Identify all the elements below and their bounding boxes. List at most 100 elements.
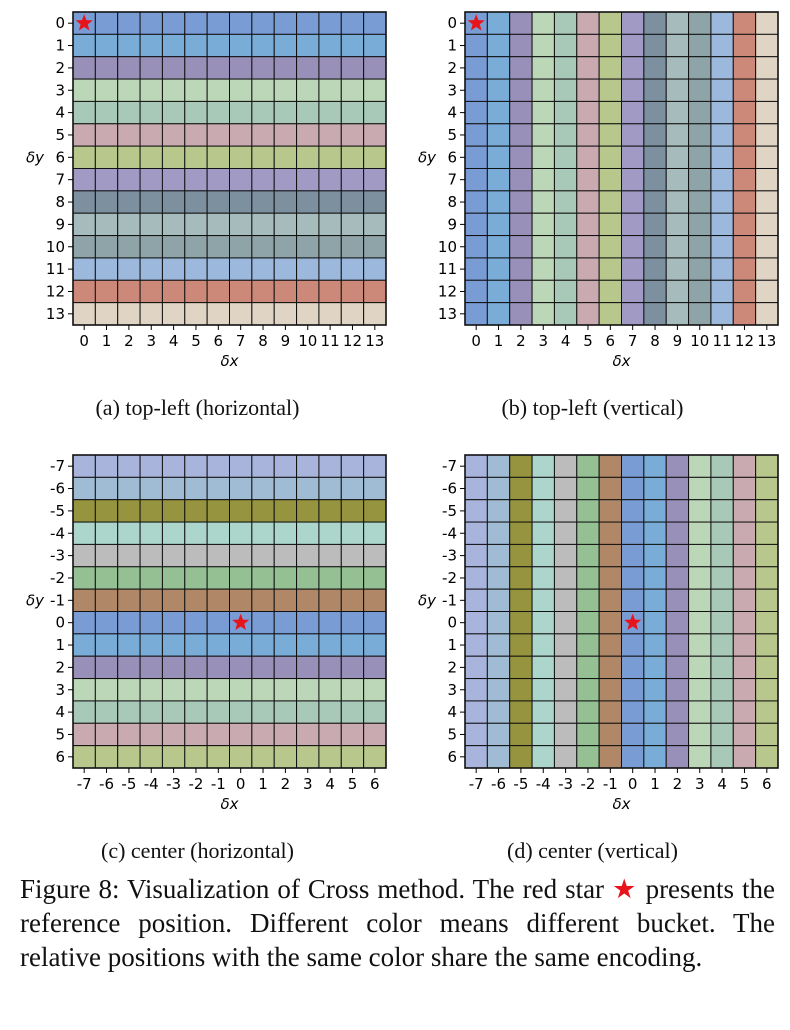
y-tick-label: 6 bbox=[447, 748, 457, 766]
heatmap-cell bbox=[486, 190, 511, 214]
heatmap-cell bbox=[598, 302, 623, 326]
heatmap-cell bbox=[363, 123, 387, 147]
heatmap-cell bbox=[161, 279, 186, 304]
y-tick-label: -3 bbox=[442, 547, 457, 565]
heatmap-cell bbox=[184, 235, 208, 259]
heatmap-cell bbox=[621, 678, 645, 702]
heatmap-cell bbox=[363, 56, 387, 80]
heatmap-cell bbox=[273, 100, 298, 125]
heatmap-cell bbox=[296, 521, 320, 545]
heatmap-cell bbox=[464, 543, 488, 568]
heatmap-cell bbox=[273, 454, 298, 478]
heatmap-cell bbox=[643, 745, 667, 769]
heatmap-cell bbox=[139, 499, 163, 523]
heatmap-cell bbox=[688, 566, 712, 590]
heatmap-cell bbox=[732, 168, 757, 192]
heatmap-cell bbox=[296, 611, 320, 635]
heatmap-cell bbox=[139, 212, 163, 237]
y-tick-label: 2 bbox=[447, 59, 457, 77]
heatmap-cell bbox=[251, 543, 275, 568]
heatmap-cell bbox=[486, 566, 511, 590]
heatmap-cell bbox=[688, 212, 712, 237]
heatmap-cell bbox=[184, 611, 208, 635]
heatmap-cell bbox=[72, 655, 96, 680]
heatmap-cell bbox=[363, 745, 387, 769]
heatmap-cell bbox=[621, 168, 645, 192]
heatmap-cell bbox=[318, 745, 342, 769]
heatmap-cell bbox=[710, 633, 734, 657]
heatmap-cell bbox=[509, 168, 533, 192]
heatmap-cell bbox=[732, 78, 757, 102]
heatmap-cell bbox=[643, 722, 667, 747]
heatmap-cell bbox=[273, 499, 298, 523]
heatmap-cell bbox=[509, 100, 533, 125]
heatmap-cell bbox=[643, 700, 667, 724]
heatmap-cell bbox=[251, 678, 275, 702]
heatmap-cell bbox=[553, 678, 578, 702]
heatmap-cell bbox=[206, 588, 230, 613]
heatmap-cell bbox=[531, 745, 555, 769]
heatmap-cell bbox=[665, 279, 690, 304]
heatmap-cell bbox=[464, 722, 488, 747]
heatmap-cell bbox=[643, 190, 667, 214]
heatmap-cell bbox=[139, 279, 163, 304]
heatmap-cell bbox=[643, 100, 667, 125]
x-axis-label: δx bbox=[612, 795, 630, 813]
heatmap-cell bbox=[710, 745, 734, 769]
heatmap-cell bbox=[486, 11, 511, 35]
heatmap-cell bbox=[688, 655, 712, 680]
heatmap-cell bbox=[139, 476, 163, 501]
heatmap-cell bbox=[117, 722, 141, 747]
heatmap-cell bbox=[710, 521, 734, 545]
heatmap-cell bbox=[139, 257, 163, 281]
x-tick-label: 1 bbox=[102, 332, 112, 350]
heatmap-cell bbox=[363, 633, 387, 657]
x-tick-label: 7 bbox=[236, 332, 246, 350]
heatmap-cell bbox=[117, 168, 141, 192]
heatmap-cell bbox=[161, 235, 186, 259]
heatmap-cell bbox=[531, 454, 555, 478]
heatmap-cell bbox=[184, 476, 208, 501]
heatmap-cell bbox=[72, 56, 96, 80]
heatmap-cell bbox=[117, 499, 141, 523]
heatmap-cell bbox=[464, 454, 488, 478]
x-tick-label: 1 bbox=[650, 775, 660, 793]
heatmap-cell bbox=[184, 633, 208, 657]
heatmap-cell bbox=[531, 212, 555, 237]
heatmap-cell bbox=[621, 302, 645, 326]
reference-star-icon bbox=[232, 613, 250, 630]
heatmap-cell bbox=[340, 521, 365, 545]
heatmap-cell bbox=[251, 476, 275, 501]
heatmap-cell bbox=[94, 279, 119, 304]
heatmap-cell bbox=[598, 33, 623, 58]
heatmap-cell bbox=[318, 78, 342, 102]
heatmap-cell bbox=[755, 123, 779, 147]
y-tick-label: -7 bbox=[50, 457, 65, 475]
heatmap-cell bbox=[161, 302, 186, 326]
heatmap-cell bbox=[710, 588, 734, 613]
heatmap-cell bbox=[161, 476, 186, 501]
heatmap-cell bbox=[296, 745, 320, 769]
heatmap-cell bbox=[206, 745, 230, 769]
heatmap-cell bbox=[621, 521, 645, 545]
heatmap-cell bbox=[509, 257, 533, 281]
x-tick-label: 3 bbox=[146, 332, 156, 350]
heatmap-cell bbox=[206, 33, 230, 58]
heatmap-cell bbox=[486, 454, 511, 478]
heatmap-cell bbox=[184, 521, 208, 545]
heatmap-cell bbox=[643, 302, 667, 326]
heatmap-cell bbox=[251, 235, 275, 259]
heatmap-cell bbox=[139, 100, 163, 125]
heatmap-cell bbox=[161, 33, 186, 58]
x-tick-label: 7 bbox=[628, 332, 638, 350]
heatmap-cell bbox=[688, 700, 712, 724]
heatmap-cell bbox=[732, 611, 757, 635]
heatmap-cell bbox=[318, 678, 342, 702]
heatmap-cell bbox=[732, 302, 757, 326]
heatmap-cell bbox=[710, 611, 734, 635]
heatmap-cell bbox=[184, 700, 208, 724]
heatmap-cell bbox=[206, 678, 230, 702]
heatmap-cell bbox=[229, 588, 253, 613]
heatmap-cell bbox=[665, 745, 690, 769]
heatmap-cell bbox=[206, 566, 230, 590]
